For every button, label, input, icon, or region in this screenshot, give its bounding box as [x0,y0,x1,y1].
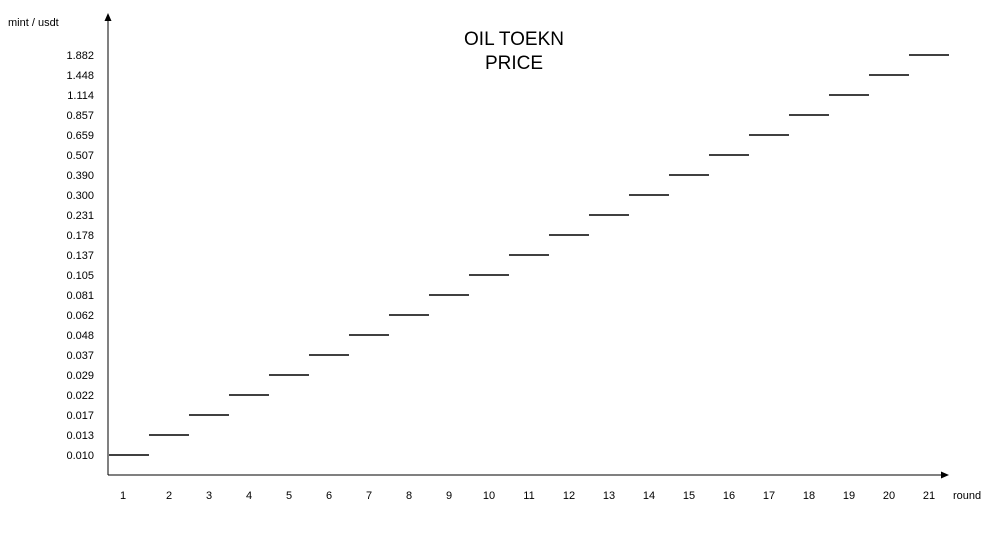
y-tick-label: 0.048 [66,330,94,342]
y-tick-label: 0.081 [66,290,94,302]
y-tick-label: 0.178 [66,230,94,242]
x-tick-label: 3 [206,490,212,502]
x-tick-label: 1 [120,490,126,502]
x-tick-label: 13 [603,490,615,502]
y-axis-label: mint / usdt [8,17,59,29]
y-tick-label: 0.022 [66,390,94,402]
x-axis-label: round [953,490,981,502]
x-tick-label: 14 [643,490,655,502]
y-tick-label: 0.017 [66,410,94,422]
y-tick-label: 1.882 [66,50,94,62]
y-tick-label: 0.231 [66,210,94,222]
x-tick-label: 5 [286,490,292,502]
y-tick-label: 0.137 [66,250,94,262]
x-tick-label: 8 [406,490,412,502]
y-tick-label: 0.037 [66,350,94,362]
x-axis: round 1 2 3 4 5 6 7 8 9 10 11 12 13 14 15 16 17 18 19 20 21 [108,471,981,502]
x-tick-label: 6 [326,490,332,502]
y-tick-label: 1.448 [66,70,94,82]
y-axis-arrow-icon [104,13,112,21]
x-tick-label: 7 [366,490,372,502]
y-tick-label: 0.390 [66,170,94,182]
y-tick-label: 0.010 [66,450,94,462]
x-tick-label: 16 [723,490,735,502]
x-tick-label: 15 [683,490,695,502]
x-tick-label: 18 [803,490,815,502]
x-tick-label: 19 [843,490,855,502]
y-tick-label: 0.857 [66,110,94,122]
price-step-series [109,54,949,456]
x-tick-label: 17 [763,490,775,502]
y-tick-label: 0.013 [66,430,94,442]
chart-title-line-1: OIL TOEKN [464,29,564,50]
y-tick-label: 0.062 [66,310,94,322]
y-tick-label: 0.105 [66,270,94,282]
x-tick-label: 2 [166,490,172,502]
x-tick-label: 12 [563,490,575,502]
x-tick-label: 21 [923,490,935,502]
y-tick-label: 0.029 [66,370,94,382]
y-tick-labels: 0.010 0.013 0.017 0.022 0.029 0.037 0.048 0.062… [66,50,94,462]
x-tick-label: 10 [483,490,495,502]
x-tick-label: 20 [883,490,895,502]
y-axis: mint / usdt 0.0100.0130.0170.0220.0290.0… [8,13,112,475]
chart-title-line-2: PRICE [485,53,543,74]
y-tick-label: 0.300 [66,190,94,202]
x-axis-arrow-icon [941,471,949,479]
x-tick-label: 11 [523,490,534,502]
y-tick-label: 1.114 [67,90,94,102]
y-tick-label: 0.507 [66,150,94,162]
x-tick-label: 4 [246,490,252,502]
chart-title: OIL TOEKN PRICE [464,29,564,74]
x-tick-label: 9 [446,490,452,502]
x-tick-labels: 1 2 3 4 5 6 7 8 9 10 11 12 13 14 15 16 17 18 19 20 21 [120,490,935,502]
y-tick-label: 0.659 [66,130,94,142]
